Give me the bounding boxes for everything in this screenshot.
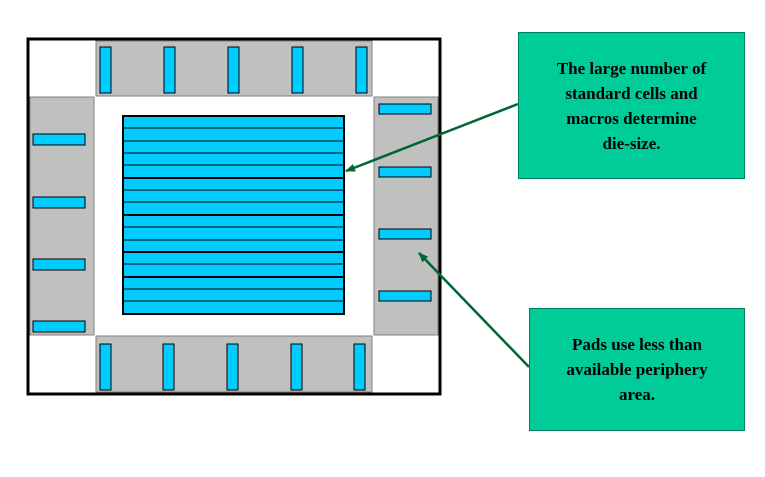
- pad: [32, 320, 86, 333]
- pad: [99, 46, 112, 94]
- pad: [355, 46, 368, 94]
- pad: [353, 343, 366, 391]
- top-pads: [99, 46, 368, 94]
- pad: [32, 196, 86, 209]
- right-pads: [378, 103, 432, 302]
- pad: [291, 46, 304, 94]
- callout-line: standard cells and: [565, 83, 698, 103]
- callout-line: available periphery: [566, 360, 708, 379]
- pad: [162, 343, 175, 391]
- bottom-pads: [99, 343, 366, 391]
- pad: [378, 290, 432, 302]
- pad-region-left: [29, 96, 95, 336]
- core-standard-cells: [122, 115, 345, 315]
- callout-line: macros determine: [566, 108, 697, 128]
- pad: [227, 46, 240, 94]
- callout-line: die-size.: [602, 133, 661, 153]
- callout-die-size: The large number of standard cells and m…: [518, 32, 745, 179]
- arrow-to-pads: [418, 252, 530, 368]
- arrow-to-core: [345, 102, 519, 173]
- pad: [378, 103, 432, 115]
- pad: [163, 46, 176, 94]
- callout-pads: Pads use less than available periphery a…: [529, 308, 745, 431]
- left-pads: [32, 133, 86, 333]
- pad: [32, 133, 86, 146]
- callout-line: Pads use less than: [572, 335, 702, 354]
- pad: [226, 343, 239, 391]
- cell-row-lines: [123, 127, 344, 302]
- callout-line: area.: [618, 385, 656, 404]
- pad: [378, 166, 432, 178]
- pad: [290, 343, 303, 391]
- callout-line: The large number of: [556, 58, 707, 78]
- pad: [32, 258, 86, 271]
- pad: [378, 228, 432, 240]
- pad: [99, 343, 112, 391]
